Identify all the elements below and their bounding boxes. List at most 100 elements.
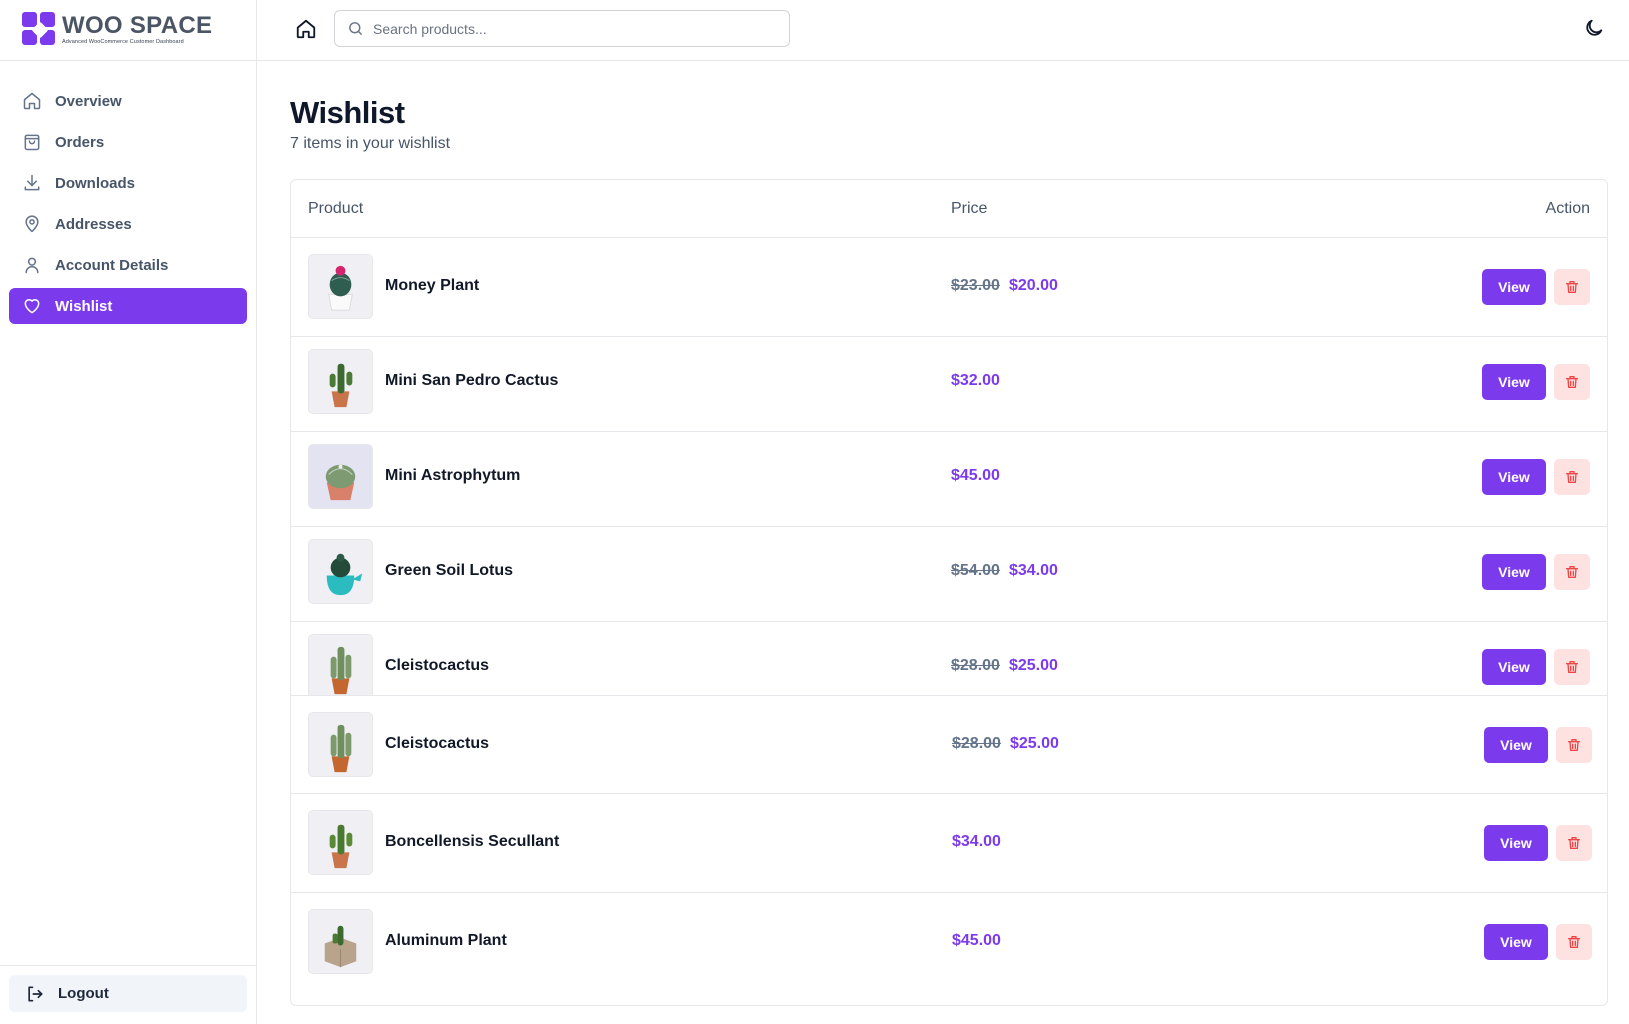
home-icon xyxy=(23,92,41,110)
logo-title: WOO SPACE xyxy=(62,12,213,40)
sidebar-item-orders[interactable]: Orders xyxy=(9,124,247,160)
product-name[interactable]: Mini Astrophytum xyxy=(385,467,521,484)
product-image xyxy=(308,254,373,319)
page-title: Wishlist xyxy=(290,95,405,130)
remove-button[interactable] xyxy=(1554,649,1590,685)
table-row: Green Soil Lotus $54.00 $34.00 View xyxy=(291,523,1607,622)
logout-icon xyxy=(28,986,43,1001)
sidebar-item-wishlist[interactable]: Wishlist xyxy=(9,288,247,324)
heart-icon xyxy=(24,299,40,314)
remove-button[interactable] xyxy=(1554,554,1590,590)
sidebar-item-label: Wishlist xyxy=(55,297,113,315)
view-button[interactable]: View xyxy=(1482,269,1546,305)
column-header-price: Price xyxy=(951,200,988,217)
view-button[interactable]: View xyxy=(1484,924,1548,960)
original-price: $28.00 xyxy=(952,735,1001,752)
main-content: Wishlist 7 items in your wishlist Produc… xyxy=(290,61,1608,1006)
product-price: $34.00 xyxy=(952,833,1001,851)
product-name[interactable]: Cleistocactus xyxy=(385,657,490,674)
download-icon xyxy=(24,174,40,191)
trash-icon xyxy=(1568,739,1580,751)
original-price: $23.00 xyxy=(951,277,1000,294)
theme-toggle-button[interactable] xyxy=(1583,17,1607,41)
logo-icon xyxy=(22,12,58,48)
topbar xyxy=(257,0,1629,61)
sidebar-item-addresses[interactable]: Addresses xyxy=(9,206,247,242)
view-button[interactable]: View xyxy=(1484,727,1548,763)
sidebar-item-label: Orders xyxy=(55,133,105,151)
product-price: $32.00 xyxy=(951,372,1000,390)
sidebar-item-overview[interactable]: Overview xyxy=(9,83,247,119)
table-row: Cleistocactus $28.00 $25.00 View xyxy=(291,695,1607,794)
logout-label: Logout xyxy=(58,985,109,1002)
product-name[interactable]: Mini San Pedro Cactus xyxy=(385,372,559,389)
trash-icon xyxy=(1568,837,1580,849)
user-icon xyxy=(25,257,39,274)
current-price: $25.00 xyxy=(1008,657,1058,674)
sidebar-item-label: Account Details xyxy=(55,256,169,274)
table-row: Mini San Pedro Cactus $32.00 View xyxy=(291,333,1607,432)
product-price: $28.00 $25.00 xyxy=(951,657,1058,675)
view-button[interactable]: View xyxy=(1482,554,1546,590)
product-image xyxy=(308,444,373,509)
current-price: $45.00 xyxy=(952,932,1001,949)
table-row: Money Plant $23.00 $20.00 View xyxy=(291,238,1607,337)
search-icon xyxy=(349,22,362,35)
remove-button[interactable] xyxy=(1556,727,1592,763)
sidebar-item-label: Downloads xyxy=(55,174,136,192)
logo[interactable]: WOO SPACE Advanced WooCommerce Customer … xyxy=(0,0,256,61)
product-price: $45.00 xyxy=(952,932,1001,950)
original-price: $54.00 xyxy=(951,562,1000,579)
table-row: Aluminum Plant $45.00 View xyxy=(291,893,1607,992)
trash-icon xyxy=(1568,936,1580,948)
table-row: Cleistocactus $28.00 $25.00 View xyxy=(291,618,1607,695)
current-price: $34.00 xyxy=(952,833,1001,850)
product-price: $54.00 $34.00 xyxy=(951,562,1058,580)
view-button[interactable]: View xyxy=(1482,459,1546,495)
product-name[interactable]: Money Plant xyxy=(385,277,480,294)
remove-button[interactable] xyxy=(1554,364,1590,400)
home-icon xyxy=(296,19,316,39)
current-price: $20.00 xyxy=(1008,277,1058,294)
remove-button[interactable] xyxy=(1554,269,1590,305)
product-price: $23.00 $20.00 xyxy=(951,277,1058,295)
view-button[interactable]: View xyxy=(1482,649,1546,685)
current-price: $25.00 xyxy=(1009,735,1059,752)
current-price: $32.00 xyxy=(951,372,1000,389)
product-image xyxy=(308,634,373,695)
search-box[interactable] xyxy=(334,10,790,47)
home-button[interactable] xyxy=(295,18,319,42)
product-price: $28.00 $25.00 xyxy=(952,735,1059,753)
remove-button[interactable] xyxy=(1554,459,1590,495)
remove-button[interactable] xyxy=(1556,924,1592,960)
product-name[interactable]: Cleistocactus xyxy=(385,735,490,752)
product-image xyxy=(308,909,373,974)
logout-button[interactable]: Logout xyxy=(9,975,247,1012)
view-button[interactable]: View xyxy=(1484,825,1548,861)
table-header: Product Price Action xyxy=(291,180,1607,238)
product-name[interactable]: Aluminum Plant xyxy=(385,932,507,949)
column-header-action: Action xyxy=(1545,200,1590,217)
wishlist-table: Product Price Action Money Plant $23.00 $… xyxy=(290,179,1608,1006)
remove-button[interactable] xyxy=(1556,825,1592,861)
logo-subtitle: Advanced WooCommerce Customer Dashboard xyxy=(62,39,184,46)
product-image xyxy=(308,539,373,604)
trash-icon xyxy=(1566,376,1578,388)
column-header-product: Product xyxy=(308,200,364,217)
product-image xyxy=(308,810,373,875)
view-button[interactable]: View xyxy=(1482,364,1546,400)
sidebar-item-downloads[interactable]: Downloads xyxy=(9,165,247,201)
moon-icon xyxy=(1586,19,1603,36)
product-name[interactable]: Green Soil Lotus xyxy=(385,562,514,579)
current-price: $45.00 xyxy=(951,467,1000,484)
shopping-bag-icon xyxy=(24,134,40,151)
map-pin-icon xyxy=(25,215,39,233)
search-input[interactable] xyxy=(373,20,773,37)
product-name[interactable]: Boncellensis Secullant xyxy=(385,833,560,850)
product-image xyxy=(308,712,373,777)
sidebar-item-account-details[interactable]: Account Details xyxy=(9,247,247,283)
trash-icon xyxy=(1566,661,1578,673)
sidebar-footer: Logout xyxy=(0,965,256,1024)
product-price: $45.00 xyxy=(951,467,1000,485)
table-row: Mini Astrophytum $45.00 View xyxy=(291,428,1607,527)
